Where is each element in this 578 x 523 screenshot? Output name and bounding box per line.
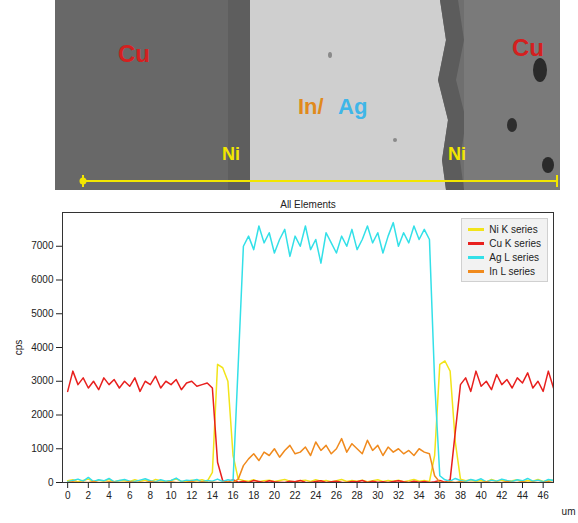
svg-text:20: 20 <box>269 490 281 501</box>
svg-text:All Elements: All Elements <box>280 199 336 210</box>
html-text:In L series: In L series <box>489 265 536 277</box>
svg-text:46: 46 <box>538 490 550 501</box>
svg-text:36: 36 <box>434 490 446 501</box>
svg-text:7000: 7000 <box>31 240 54 251</box>
svg-text:3000: 3000 <box>31 375 54 386</box>
html-text:Ag L series: Ag L series <box>489 251 539 263</box>
svg-text:44: 44 <box>517 490 529 501</box>
svg-text:In/: In/ <box>298 94 324 119</box>
svg-text:12: 12 <box>186 490 198 501</box>
svg-text:Cu: Cu <box>118 40 150 67</box>
svg-text:4: 4 <box>106 490 112 501</box>
svg-text:14: 14 <box>207 490 219 501</box>
svg-text:42: 42 <box>496 490 508 501</box>
svg-text:0: 0 <box>65 490 71 501</box>
svg-text:30: 30 <box>372 490 384 501</box>
svg-text:4000: 4000 <box>31 342 54 353</box>
svg-text:22: 22 <box>290 490 302 501</box>
svg-text:Ag: Ag <box>338 94 367 119</box>
svg-text:40: 40 <box>476 490 488 501</box>
svg-text:Ni: Ni <box>448 144 466 164</box>
svg-text:16: 16 <box>227 490 239 501</box>
svg-text:24: 24 <box>310 490 322 501</box>
svg-text:um: um <box>562 506 576 517</box>
svg-text:2: 2 <box>86 490 92 501</box>
svg-text:26: 26 <box>331 490 343 501</box>
svg-text:10: 10 <box>165 490 177 501</box>
svg-text:28: 28 <box>352 490 364 501</box>
svg-text:6000: 6000 <box>31 274 54 285</box>
svg-text:Ni: Ni <box>222 144 240 164</box>
svg-text:8: 8 <box>148 490 154 501</box>
svg-text:Cu: Cu <box>512 34 544 61</box>
svg-text:1000: 1000 <box>31 443 54 454</box>
svg-text:cps: cps <box>13 340 24 356</box>
svg-text:18: 18 <box>248 490 260 501</box>
svg-text:32: 32 <box>393 490 405 501</box>
html-text:Ni K series: Ni K series <box>489 223 538 235</box>
svg-text:5000: 5000 <box>31 308 54 319</box>
svg-text:0: 0 <box>48 477 54 488</box>
svg-text:6: 6 <box>127 490 133 501</box>
svg-text:34: 34 <box>414 490 426 501</box>
html-text:Cu K series: Cu K series <box>489 237 541 249</box>
svg-text:2000: 2000 <box>31 409 54 420</box>
svg-text:38: 38 <box>455 490 467 501</box>
